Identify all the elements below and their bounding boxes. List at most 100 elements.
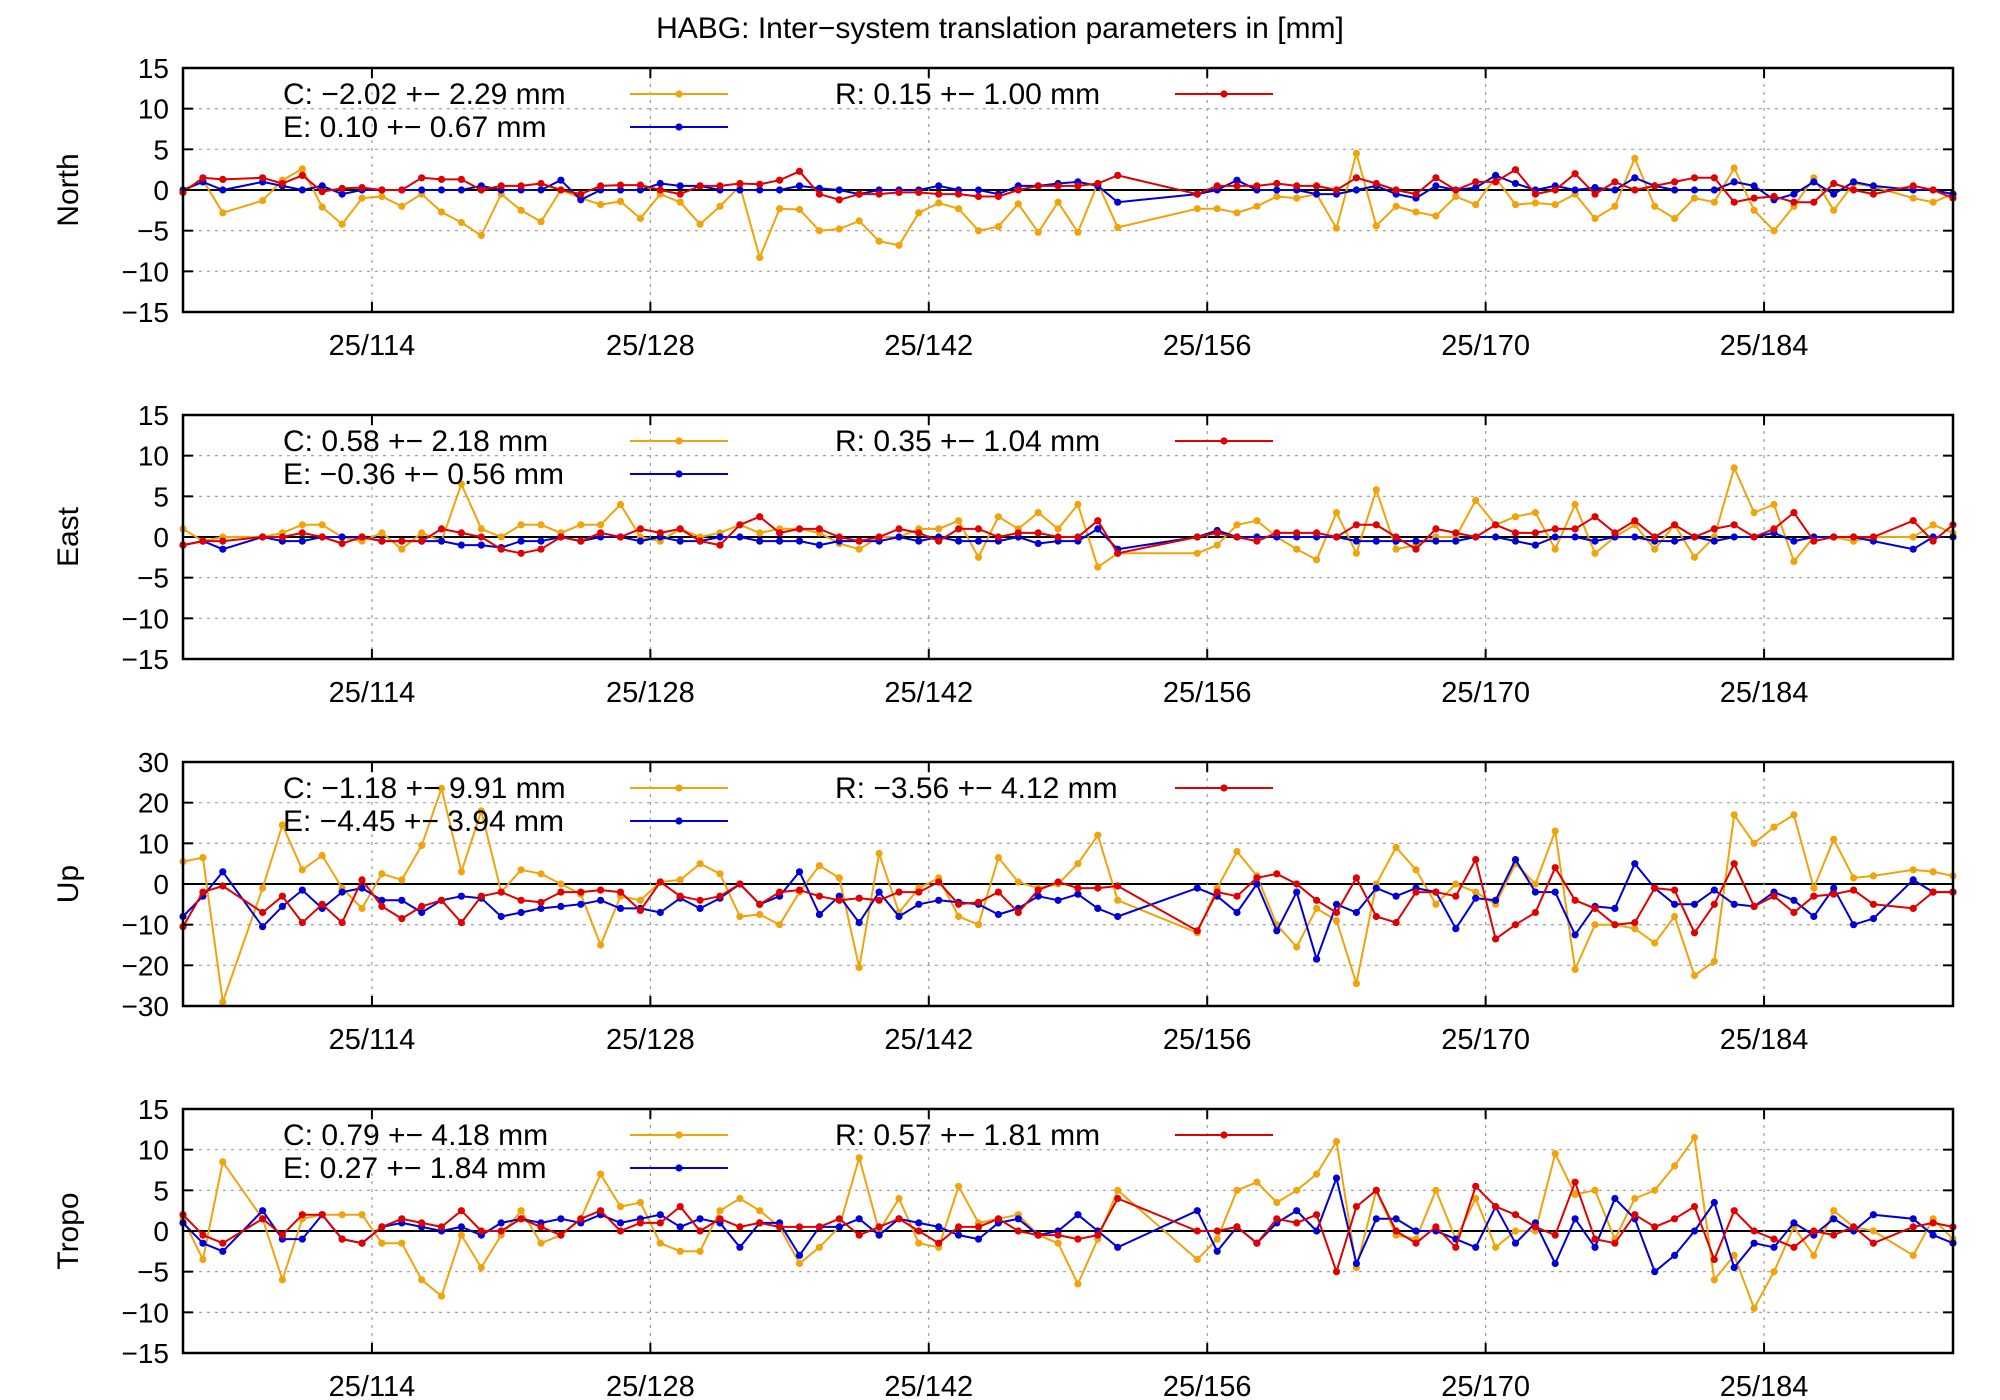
- data-point-C: [1313, 556, 1321, 564]
- data-point-R: [1352, 521, 1360, 529]
- data-point-R: [636, 906, 645, 915]
- chart-panel-tropo: C: 0.79 +− 4.18 mmE: 0.27 +− 1.84 mm R: 0…: [52, 1094, 1957, 1400]
- data-point-E: [835, 1223, 843, 1231]
- data-point-C: [955, 1182, 963, 1190]
- data-point-R: [497, 1227, 505, 1235]
- data-point-E: [1472, 184, 1480, 192]
- data-point-E: [815, 541, 824, 549]
- data-point-C: [199, 1255, 207, 1264]
- data-point-E: [557, 902, 565, 911]
- data-point-R: [1511, 1211, 1520, 1219]
- data-point-E: [1571, 1215, 1579, 1223]
- data-point-R: [1770, 525, 1778, 533]
- data-point-C: [1332, 917, 1341, 925]
- data-point-R: [676, 1203, 684, 1211]
- data-point-E: [855, 919, 863, 927]
- data-point-R: [1551, 525, 1559, 533]
- data-point-R: [1193, 1227, 1201, 1235]
- data-point-E: [1392, 892, 1400, 900]
- data-point-C: [1909, 1251, 1917, 1259]
- data-point-C: [1313, 1170, 1321, 1178]
- data-point-E: [935, 182, 943, 190]
- data-point-C: [994, 223, 1003, 231]
- data-point-C: [1233, 847, 1241, 856]
- data-point-C: [1591, 549, 1599, 557]
- data-point-E: [557, 1215, 565, 1223]
- data-point-C: [597, 201, 605, 209]
- legend-marker-R: [1220, 90, 1228, 98]
- data-point-R: [1014, 1227, 1022, 1235]
- data-point-C: [1432, 900, 1440, 908]
- data-point-R: [795, 525, 804, 533]
- data-point-E: [1492, 171, 1500, 179]
- data-point-C: [1412, 866, 1420, 874]
- data-point-C: [1054, 198, 1062, 206]
- data-point-R: [1372, 521, 1380, 529]
- data-point-C: [736, 1194, 744, 1203]
- data-point-E: [278, 902, 286, 911]
- data-point-R: [1074, 533, 1082, 541]
- data-point-R: [537, 179, 545, 188]
- data-point-C: [855, 963, 863, 972]
- data-point-C: [557, 880, 565, 888]
- data-point-R: [1750, 533, 1758, 541]
- data-point-R: [418, 1219, 426, 1227]
- data-point-C: [795, 205, 804, 214]
- data-point-E: [557, 176, 565, 184]
- data-point-C: [756, 910, 764, 919]
- data-point-C: [1332, 224, 1341, 232]
- data-point-R: [1929, 888, 1937, 896]
- data-point-E: [855, 1215, 863, 1223]
- data-point-E: [517, 908, 525, 917]
- data-point-R: [915, 888, 923, 896]
- data-point-E: [1690, 900, 1699, 908]
- data-point-E: [1412, 537, 1420, 545]
- data-point-C: [1213, 205, 1221, 213]
- data-point-C: [656, 1239, 664, 1247]
- data-point-E: [597, 896, 605, 904]
- data-point-R: [1412, 1239, 1420, 1247]
- data-point-E: [955, 537, 963, 545]
- data-point-R: [1909, 517, 1917, 525]
- data-point-E: [1710, 886, 1718, 894]
- data-point-R: [1273, 1215, 1281, 1223]
- data-point-R: [1054, 1231, 1062, 1239]
- data-point-R: [1332, 186, 1341, 194]
- data-point-E: [1671, 537, 1679, 545]
- data-point-E: [1352, 1259, 1360, 1268]
- legend-marker-E: [675, 470, 683, 478]
- data-point-C: [457, 868, 465, 876]
- data-point-R: [358, 533, 366, 541]
- data-point-C: [1054, 525, 1062, 533]
- data-point-C: [935, 199, 943, 207]
- data-point-C: [1869, 1227, 1877, 1235]
- series-line-R: [182, 1181, 1954, 1273]
- data-point-C: [1074, 228, 1082, 236]
- data-point-C: [716, 202, 724, 210]
- legend-label-R: R: 0.57 +− 1.81 mm: [835, 1119, 1100, 1152]
- data-point-E: [1511, 856, 1520, 864]
- data-point-C: [1571, 500, 1579, 509]
- data-point-E: [298, 537, 306, 545]
- data-point-R: [1591, 1235, 1599, 1243]
- data-point-E: [457, 541, 465, 549]
- data-point-C: [1750, 508, 1758, 517]
- data-point-R: [1770, 892, 1778, 900]
- data-point-C: [815, 227, 824, 235]
- data-point-C: [1472, 496, 1480, 504]
- data-point-C: [1531, 508, 1539, 517]
- data-point-R: [1651, 884, 1659, 892]
- data-point-C: [1730, 164, 1738, 172]
- data-point-E: [1233, 908, 1241, 917]
- data-point-E: [1511, 1239, 1520, 1247]
- data-point-E: [1273, 927, 1281, 935]
- data-point-C: [298, 165, 306, 173]
- data-point-R: [1233, 533, 1241, 541]
- data-point-R: [1929, 537, 1937, 545]
- data-point-E: [1372, 537, 1380, 545]
- data-point-R: [716, 541, 724, 549]
- data-point-C: [1034, 508, 1042, 517]
- data-point-R: [537, 898, 545, 906]
- data-point-R: [1492, 1203, 1500, 1211]
- data-point-R: [656, 1219, 664, 1227]
